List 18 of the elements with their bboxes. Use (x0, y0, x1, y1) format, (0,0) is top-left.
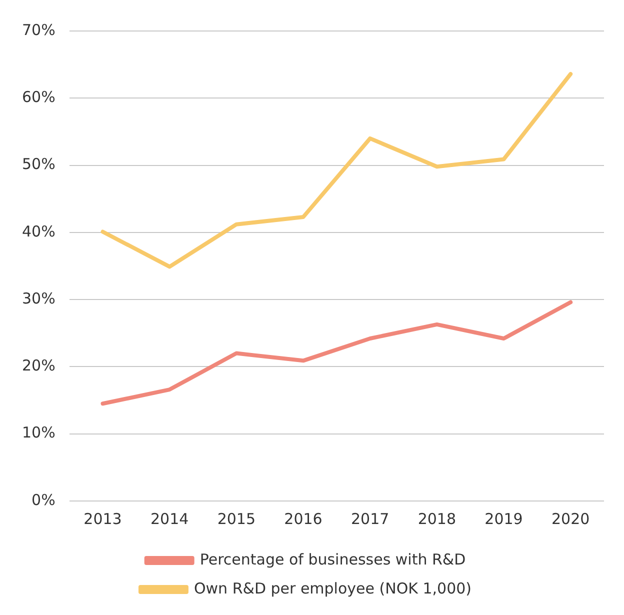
y-tick-label: 60% (22, 88, 56, 106)
y-tick-label: 40% (22, 222, 56, 240)
x-tick-label: 2019 (484, 510, 523, 528)
legend-label: Percentage of businesses with R&D (200, 550, 466, 568)
y-tick-label: 20% (22, 356, 56, 375)
x-tick-label: 2016 (284, 510, 322, 528)
x-tick-label: 2014 (150, 510, 189, 528)
y-tick-label: 10% (22, 424, 56, 442)
y-tick-label: 0% (32, 490, 56, 509)
x-tick-label: 2013 (84, 510, 122, 528)
y-tick-label: 70% (22, 20, 56, 39)
x-tick-label: 2015 (217, 510, 256, 528)
x-tick-label: 2020 (551, 510, 590, 528)
y-tick-label: 50% (22, 155, 56, 174)
legend-label: Own R&D per employee (NOK 1,000) (194, 579, 472, 598)
y-tick-label: 30% (22, 289, 56, 308)
x-tick-label: 2018 (418, 510, 456, 528)
x-tick-label: 2017 (350, 510, 390, 528)
